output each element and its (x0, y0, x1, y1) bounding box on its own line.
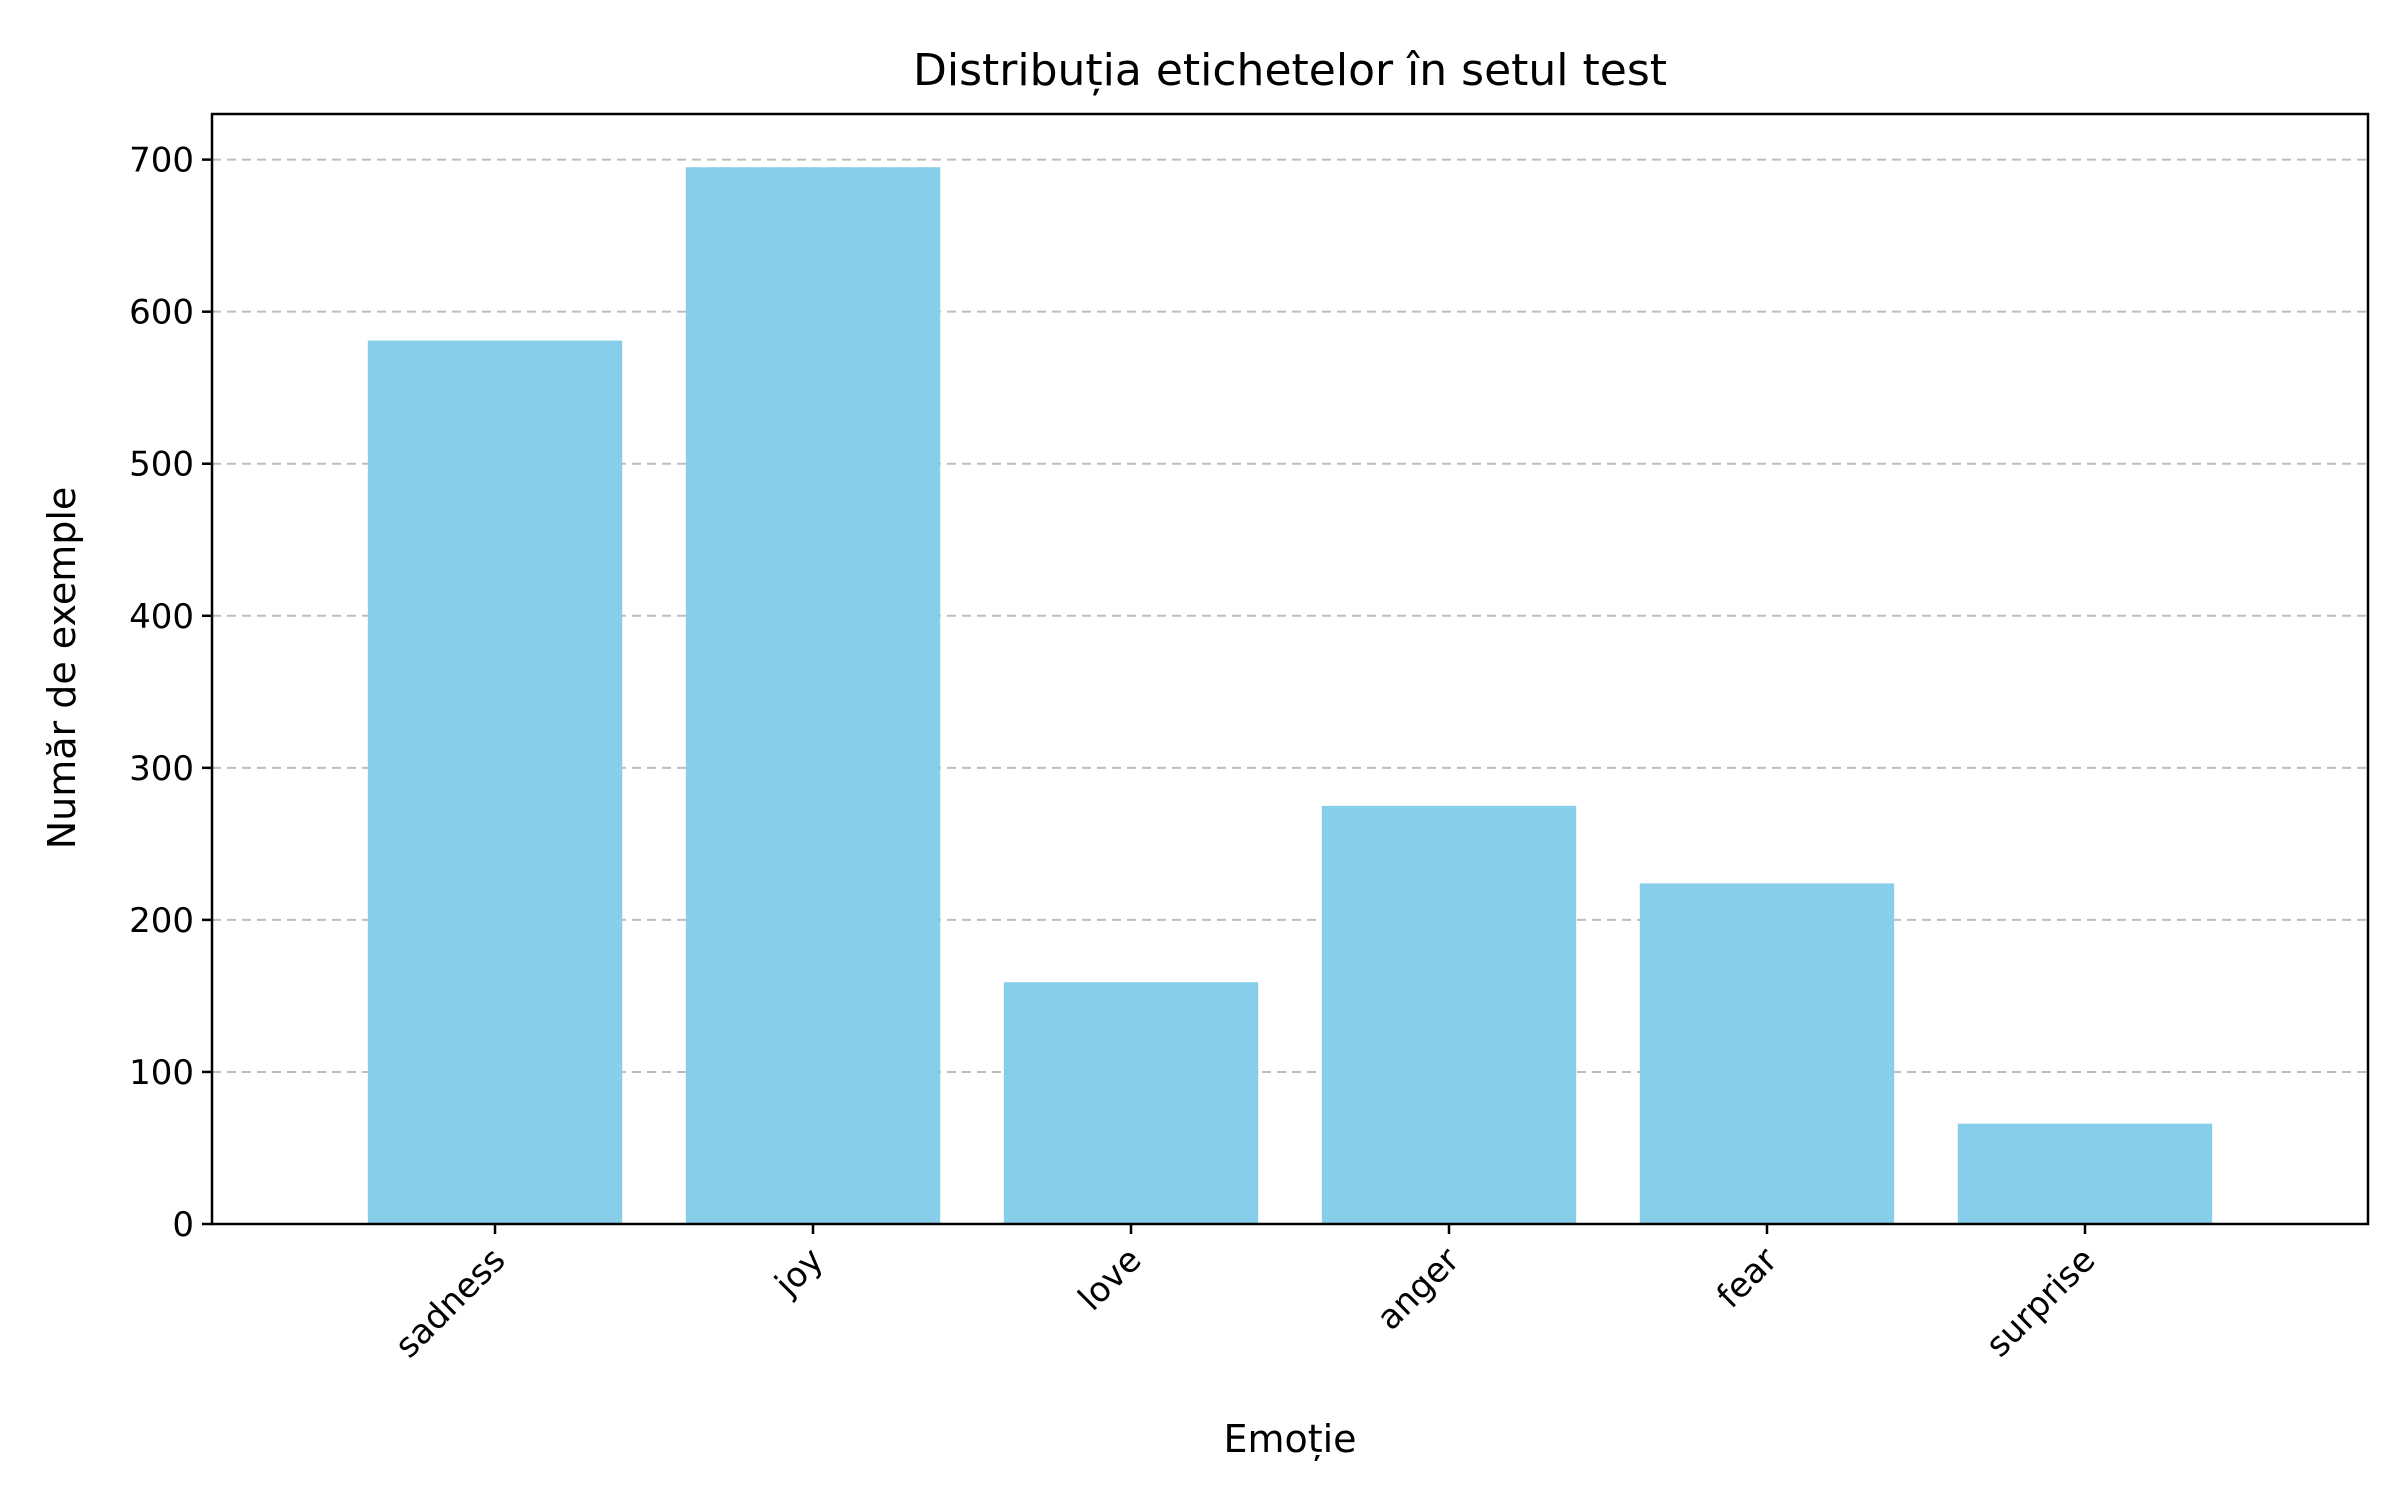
y-tick-label: 100 (129, 1053, 194, 1093)
x-tick-label-surprise: surprise (1978, 1240, 2103, 1365)
y-axis-ticks: 0 100 200 300 400 500 600 700 (129, 141, 212, 1245)
y-tick-label: 200 (129, 901, 194, 941)
bars (367, 167, 2213, 1224)
x-tick-label-fear: fear (1709, 1240, 1785, 1316)
x-axis-ticks: sadness joy love anger fear surprise (387, 1224, 2103, 1366)
bar-love (1003, 982, 1259, 1224)
y-tick-label: 700 (129, 141, 194, 181)
y-tick-label: 400 (129, 597, 194, 637)
bar-fear (1639, 883, 1895, 1224)
bar-surprise (1957, 1123, 2213, 1224)
x-tick-label-joy: joy (767, 1240, 832, 1305)
x-tick-label-anger: anger (1369, 1240, 1467, 1338)
x-tick-label-sadness: sadness (387, 1240, 513, 1366)
bar-anger (1321, 805, 1577, 1224)
x-tick-label-love: love (1071, 1240, 1150, 1319)
y-axis-label: Număr de exemple (40, 487, 84, 850)
y-tick-label: 0 (172, 1205, 194, 1245)
chart-title: Distribuția etichetelor în setul test (913, 45, 1667, 96)
x-axis-label: Emoție (1223, 1417, 1356, 1461)
y-tick-label: 300 (129, 749, 194, 789)
y-tick-label: 600 (129, 293, 194, 333)
y-tick-label: 500 (129, 445, 194, 485)
bar-sadness (367, 340, 623, 1224)
plot-frame (210, 112, 2370, 1226)
bar-joy (685, 167, 941, 1224)
